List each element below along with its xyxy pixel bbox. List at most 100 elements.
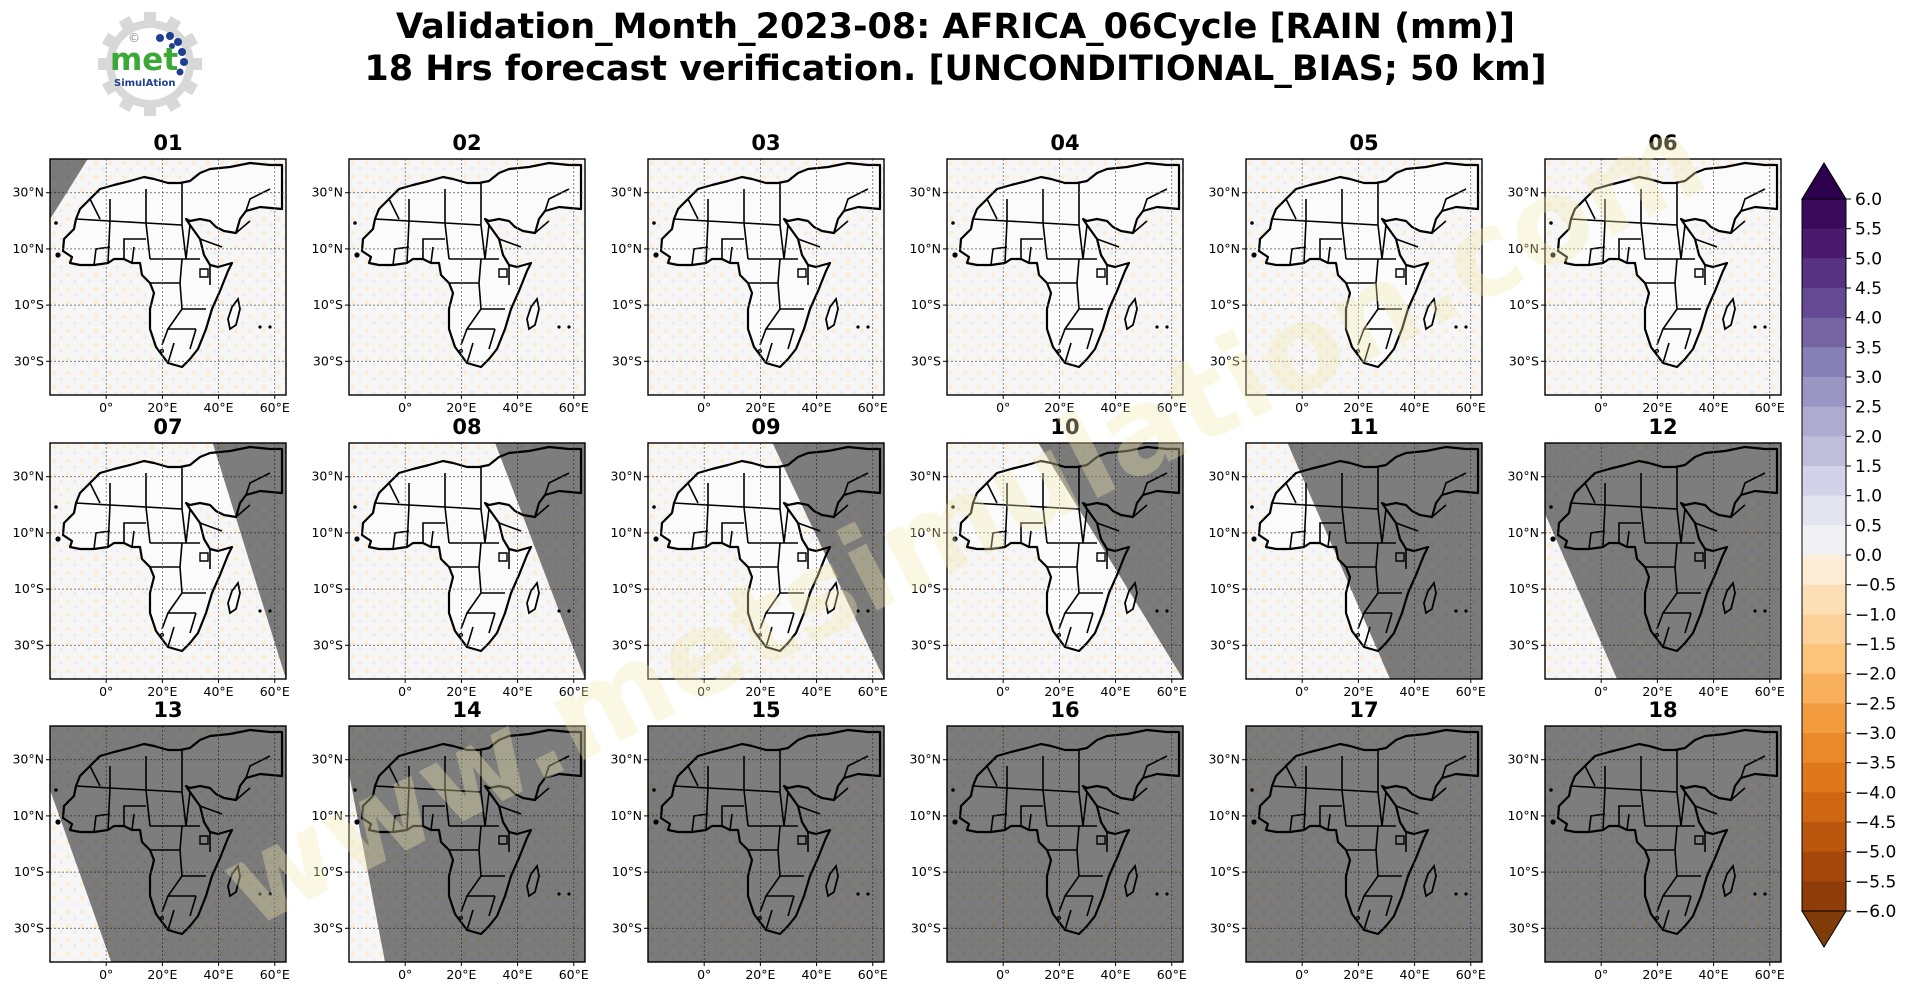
lat-tick-label: 10°N <box>1208 525 1240 540</box>
night-shading <box>50 726 286 962</box>
lat-tick-label: 30°S <box>911 353 941 368</box>
lon-tick-label: 0° <box>1295 400 1309 415</box>
panel-frame <box>1544 442 1782 680</box>
lat-tick-label: 10°S <box>612 297 642 312</box>
colorbar-tick-label: 3.5 <box>1855 338 1882 358</box>
lon-tick-label: 60°E <box>1755 684 1785 699</box>
lat-tick-label: 30°S <box>911 637 941 652</box>
lon-tick-label: 60°E <box>858 400 888 415</box>
lat-tick-label: 30°N <box>909 752 941 767</box>
lat-tick-label: 10°N <box>1507 241 1539 256</box>
panel-title: 06 <box>1648 131 1677 155</box>
panel-title: 13 <box>153 698 182 722</box>
panel-title: 16 <box>1050 698 1079 722</box>
panel-frame <box>49 158 287 396</box>
night-shading <box>772 443 884 679</box>
lon-tick-label: 0° <box>398 967 412 982</box>
lon-tick-label: 20°E <box>147 967 177 982</box>
map-panel-18: 18 0° 20°E 40°E 60°E 30°N 10°N 10°S 30°S <box>1507 698 1784 982</box>
colorbar-segment <box>1802 228 1846 259</box>
lat-tick-label: 10°S <box>1210 864 1240 879</box>
colorbar-tick-label: −3.0 <box>1855 724 1896 744</box>
lat-tick-label: 30°N <box>909 469 941 484</box>
lon-tick-label: 60°E <box>1157 400 1187 415</box>
logo-text-main: met <box>110 42 178 78</box>
lat-tick-label: 10°S <box>612 864 642 879</box>
lon-tick-label: 20°E <box>147 400 177 415</box>
colorbar-segment <box>1802 555 1846 586</box>
colorbar-min-extension <box>1801 910 1847 948</box>
lon-tick-label: 20°E <box>1343 967 1373 982</box>
colorbar-tick-label: −1.5 <box>1855 635 1896 655</box>
lat-tick-label: 30°N <box>1208 185 1240 200</box>
lon-tick-label: 20°E <box>446 684 476 699</box>
panel-title: 03 <box>751 131 780 155</box>
map-panel-07: 07 0° 20°E 40°E 60°E 30°N 10°N 10°S 30°S <box>12 415 289 699</box>
lon-tick-label: 40°E <box>1400 967 1430 982</box>
lat-tick-label: 30°N <box>1208 752 1240 767</box>
panel-frame <box>348 725 586 963</box>
lat-tick-label: 30°N <box>1208 469 1240 484</box>
lon-tick-label: 20°E <box>446 400 476 415</box>
panel-frame <box>1245 158 1483 396</box>
lat-tick-label: 10°N <box>610 241 642 256</box>
met-simulation-logo: © met SimulAtion <box>98 12 202 116</box>
lat-tick-label: 30°S <box>612 920 642 935</box>
night-shading <box>947 726 1183 962</box>
title-line-1: Validation_Month_2023-08: AFRICA_06Cycle… <box>396 7 1515 47</box>
map-panel-03: 03 0° 20°E 40°E 60°E 30°N 10°N 10°S 30°S <box>610 131 887 415</box>
panel-frame <box>1544 158 1782 396</box>
lon-tick-label: 20°E <box>446 967 476 982</box>
lat-tick-label: 10°S <box>14 297 44 312</box>
lon-tick-label: 0° <box>398 400 412 415</box>
lat-tick-label: 30°N <box>1507 469 1539 484</box>
colorbar-tick-label: −1.0 <box>1855 605 1896 625</box>
lon-tick-label: 0° <box>99 684 113 699</box>
panel-title: 04 <box>1050 131 1079 155</box>
lat-tick-label: 30°N <box>909 185 941 200</box>
lat-tick-label: 10°S <box>1210 581 1240 596</box>
lon-tick-label: 40°E <box>1699 400 1729 415</box>
lon-tick-label: 20°E <box>745 684 775 699</box>
colorbar-segment <box>1802 436 1846 467</box>
lat-tick-label: 10°S <box>313 864 343 879</box>
colorbar-segment <box>1802 377 1846 408</box>
lon-tick-label: 20°E <box>1044 684 1074 699</box>
lat-tick-label: 10°S <box>911 864 941 879</box>
map-panel-04: 04 0° 20°E 40°E 60°E 30°N 10°N 10°S 30°S <box>909 131 1186 415</box>
lat-tick-label: 30°N <box>12 469 44 484</box>
lon-tick-label: 20°E <box>1642 684 1672 699</box>
lat-tick-label: 30°N <box>610 752 642 767</box>
map-panel-06: 06 0° 20°E 40°E 60°E 30°N 10°N 10°S 30°S <box>1507 131 1784 415</box>
lon-tick-label: 20°E <box>745 400 775 415</box>
lat-tick-label: 30°N <box>311 185 343 200</box>
colorbar-tick-label: −5.5 <box>1855 872 1896 892</box>
colorbar-segment <box>1802 525 1846 556</box>
night-shading <box>349 726 585 962</box>
map-panel-02: 02 0° 20°E 40°E 60°E 30°N 10°N 10°S 30°S <box>311 131 588 415</box>
colorbar-segment <box>1802 584 1846 615</box>
lon-tick-label: 60°E <box>559 400 589 415</box>
lon-tick-label: 60°E <box>559 967 589 982</box>
colorbar-tick-label: −2.5 <box>1855 694 1896 714</box>
night-shading <box>1545 443 1781 679</box>
lon-tick-label: 60°E <box>1157 684 1187 699</box>
map-panel-15: 15 0° 20°E 40°E 60°E 30°N 10°N 10°S 30°S <box>610 698 887 982</box>
lon-tick-label: 40°E <box>503 400 533 415</box>
lon-tick-label: 60°E <box>260 684 290 699</box>
figure-title: Validation_Month_2023-08: AFRICA_06Cycle… <box>0 6 1911 90</box>
lat-tick-label: 30°S <box>14 353 44 368</box>
night-shading <box>1545 726 1781 962</box>
lon-tick-label: 40°E <box>1400 684 1430 699</box>
colorbar-segment <box>1802 466 1846 497</box>
colorbar-tick-label: 3.0 <box>1855 368 1882 388</box>
lon-tick-label: 60°E <box>858 967 888 982</box>
lon-tick-label: 40°E <box>204 967 234 982</box>
lat-tick-label: 10°N <box>909 525 941 540</box>
colorbar-tick-label: 1.0 <box>1855 487 1882 507</box>
lat-tick-label: 30°N <box>1507 752 1539 767</box>
colorbar-segment <box>1802 673 1846 704</box>
colorbar-tick-label: 4.0 <box>1855 309 1882 329</box>
panel-frame <box>946 725 1184 963</box>
